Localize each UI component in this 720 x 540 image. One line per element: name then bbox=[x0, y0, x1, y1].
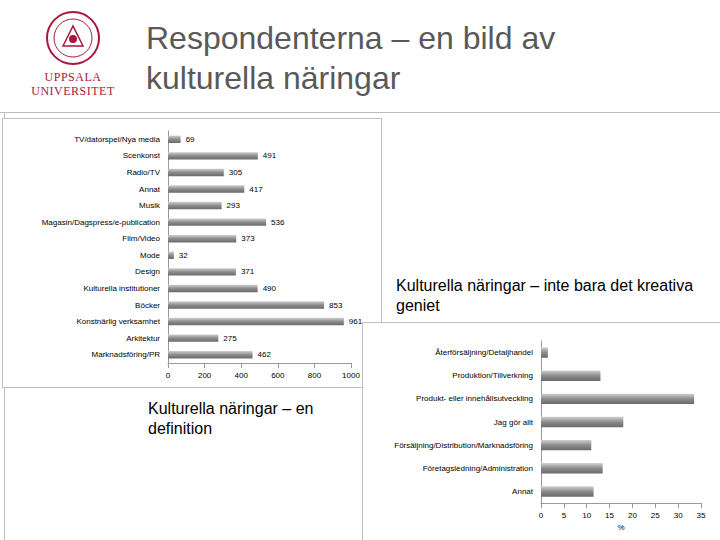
svg-text:Mode: Mode bbox=[140, 251, 161, 260]
svg-text:Jag gör allt: Jag gör allt bbox=[494, 418, 534, 427]
svg-text:Design: Design bbox=[135, 267, 160, 276]
svg-text:Arkitektur: Arkitektur bbox=[126, 334, 160, 343]
svg-text:Konstnärlig verksamhet: Konstnärlig verksamhet bbox=[76, 317, 160, 326]
svg-text:Magasin/Dagspress/e-publicatio: Magasin/Dagspress/e-publication bbox=[42, 218, 160, 227]
svg-text:400: 400 bbox=[235, 371, 249, 380]
svg-text:800: 800 bbox=[308, 371, 322, 380]
svg-text:Marknadsföring/PR: Marknadsföring/PR bbox=[92, 350, 161, 359]
svg-text:20: 20 bbox=[628, 511, 637, 520]
svg-text:35: 35 bbox=[697, 511, 706, 520]
svg-text:%: % bbox=[617, 523, 624, 532]
svg-text:961: 961 bbox=[349, 317, 363, 326]
svg-text:0: 0 bbox=[166, 371, 171, 380]
svg-text:Böcker: Böcker bbox=[135, 301, 160, 310]
html-text:Respondenterna – en bild av: Respondenterna – en bild av bbox=[146, 20, 556, 56]
svg-text:Annat: Annat bbox=[139, 185, 161, 194]
svg-text:15: 15 bbox=[605, 511, 614, 520]
svg-text:536: 536 bbox=[271, 218, 285, 227]
html-text:UNIVERSITET: UNIVERSITET bbox=[31, 84, 115, 98]
svg-text:600: 600 bbox=[271, 371, 285, 380]
svg-text:5: 5 bbox=[562, 511, 567, 520]
svg-text:275: 275 bbox=[223, 334, 237, 343]
svg-text:Försäljning/Distribution/Markn: Försäljning/Distribution/Marknadsföring bbox=[394, 441, 533, 450]
svg-text:Produkt- eller innehållsutveck: Produkt- eller innehållsutveckling bbox=[416, 394, 533, 403]
svg-text:305: 305 bbox=[229, 168, 243, 177]
svg-text:1000: 1000 bbox=[342, 371, 360, 380]
svg-text:TV/datorspel/Nya media: TV/datorspel/Nya media bbox=[74, 135, 160, 144]
html-text:UPPSALA: UPPSALA bbox=[44, 70, 102, 84]
html-text:kulturella näringar: kulturella näringar bbox=[146, 60, 401, 96]
svg-text:30: 30 bbox=[674, 511, 683, 520]
svg-text:0: 0 bbox=[539, 511, 544, 520]
svg-text:Företagsledning/Administration: Företagsledning/Administration bbox=[423, 464, 533, 473]
svg-text:Scenkonst: Scenkonst bbox=[123, 151, 161, 160]
svg-text:200: 200 bbox=[198, 371, 212, 380]
svg-text:853: 853 bbox=[329, 301, 343, 310]
svg-text:32: 32 bbox=[179, 251, 188, 260]
svg-text:Återförsäljning/Detaljhandel: Återförsäljning/Detaljhandel bbox=[435, 348, 533, 357]
svg-text:371: 371 bbox=[241, 267, 255, 276]
html-text:Kulturella näringar – en defin: Kulturella näringar – en definition bbox=[148, 400, 314, 437]
svg-text:417: 417 bbox=[249, 185, 263, 194]
html-text:Kulturella näringar – inte bar: Kulturella näringar – inte bara det krea… bbox=[396, 277, 694, 314]
svg-text:Kulturella institutioner: Kulturella institutioner bbox=[84, 284, 161, 293]
svg-text:293: 293 bbox=[227, 201, 241, 210]
svg-text:373: 373 bbox=[241, 234, 255, 243]
svg-text:Musik: Musik bbox=[139, 201, 161, 210]
svg-text:Film/Video: Film/Video bbox=[122, 234, 160, 243]
svg-text:490: 490 bbox=[263, 284, 277, 293]
svg-text:69: 69 bbox=[186, 135, 195, 144]
svg-text:Produktion/Tillverkning: Produktion/Tillverkning bbox=[452, 371, 533, 380]
svg-text:462: 462 bbox=[258, 350, 272, 359]
svg-text:25: 25 bbox=[651, 511, 660, 520]
svg-text:Radio/TV: Radio/TV bbox=[127, 168, 161, 177]
svg-text:10: 10 bbox=[582, 511, 591, 520]
svg-text:491: 491 bbox=[263, 151, 277, 160]
svg-text:Annat: Annat bbox=[512, 487, 534, 496]
